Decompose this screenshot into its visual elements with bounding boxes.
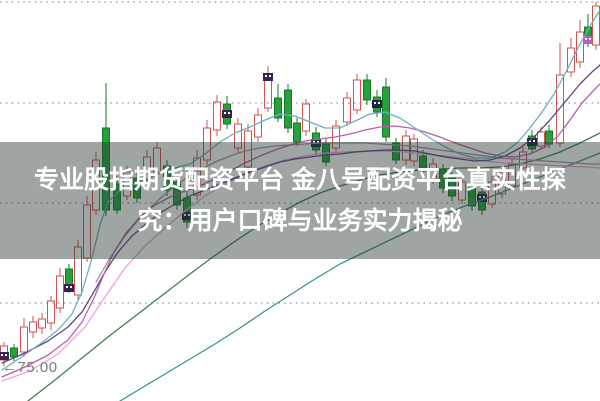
ma-gray [95, 142, 600, 283]
title-overlay: 专业股指期货配资平台 金八号配资平台真实性探 究：用户口碑与业务实力揭秘 [0, 142, 600, 259]
ma-magenta [1, 83, 600, 378]
ma-green-dark [27, 132, 600, 401]
ma-purple-dark [1, 64, 600, 364]
ma-lines-group [1, 9, 600, 401]
article-title-line-1: 专业股指期货配资平台 金八号配资平台真实性探 [34, 166, 566, 194]
ma-teal-long [119, 152, 600, 401]
article-title-line-2: 究：用户口碑与业务实力揭秘 [137, 207, 463, 235]
ma-pink-light [1, 150, 600, 382]
ma-teal-short [1, 9, 600, 371]
price-marker-label: ←75.00 [2, 359, 58, 376]
